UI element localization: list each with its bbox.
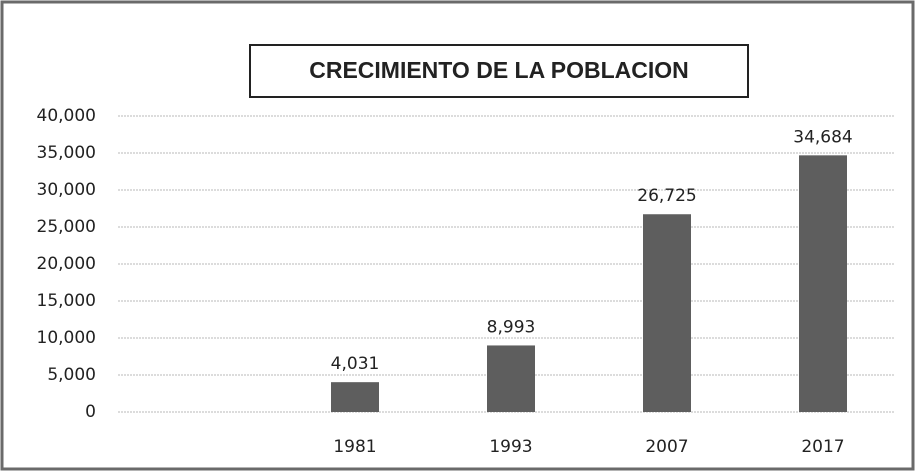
title-box <box>249 44 749 98</box>
data-label: 34,684 <box>793 127 852 147</box>
y-tick-label: 25,000 <box>37 217 96 237</box>
bar <box>799 155 847 413</box>
bar <box>331 382 379 412</box>
y-tick-label: 0 <box>85 402 96 422</box>
y-tick-label: 20,000 <box>37 254 96 274</box>
data-label: 4,031 <box>331 354 380 374</box>
bar <box>643 214 691 412</box>
x-tick-label: 2007 <box>645 437 688 457</box>
bar <box>487 345 535 412</box>
data-label: 8,993 <box>487 317 536 337</box>
x-tick-label: 1981 <box>333 437 376 457</box>
y-tick-label: 40,000 <box>37 106 96 126</box>
x-tick-label: 1993 <box>489 437 532 457</box>
y-tick-label: 5,000 <box>47 365 96 385</box>
y-tick-label: 35,000 <box>37 143 96 163</box>
x-tick-label: 2017 <box>801 437 844 457</box>
data-label: 26,725 <box>637 186 696 206</box>
chart-title: CRECIMIENTO DE LA POBLACION <box>309 57 689 83</box>
y-tick-label: 10,000 <box>37 328 96 348</box>
y-tick-label: 15,000 <box>37 291 96 311</box>
y-tick-label: 30,000 <box>37 180 96 200</box>
